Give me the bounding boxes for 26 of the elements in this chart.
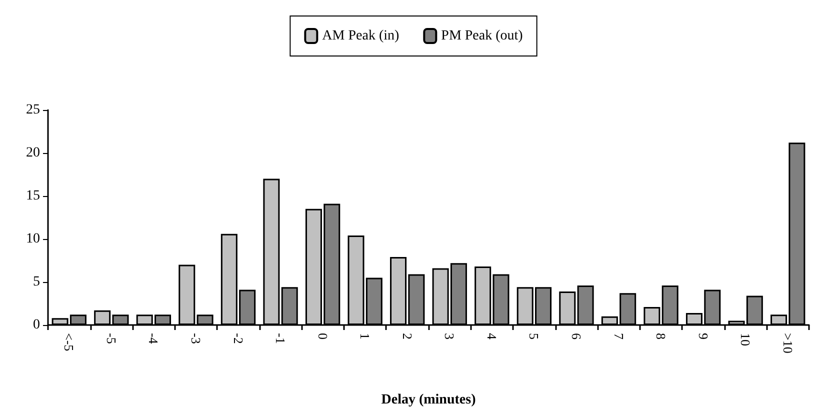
x-tick-label: 10 <box>738 333 754 346</box>
x-tick-label: 3 <box>442 333 458 340</box>
y-tick-label: 5 <box>33 274 40 290</box>
legend-label: PM Peak (out) <box>441 28 524 44</box>
x-tick-label: 6 <box>568 333 584 340</box>
x-tick-label: -1 <box>273 333 288 344</box>
x-tick-label: -5 <box>104 333 119 344</box>
y-tick-label: 15 <box>26 188 40 204</box>
x-tick-label: 5 <box>526 333 542 340</box>
y-tick-label: 20 <box>26 146 40 160</box>
x-tick-label: 0 <box>315 333 330 340</box>
x-tick-label: 2 <box>400 333 415 340</box>
x-tick-label: <-5 <box>62 333 77 352</box>
x-tick-label: >10 <box>780 333 796 354</box>
x-tick-label: 8 <box>654 333 669 340</box>
x-tick-label: -3 <box>188 333 204 344</box>
x-tick-label: 9 <box>696 333 711 340</box>
y-tick-label: 10 <box>26 232 40 246</box>
x-tick-label: 1 <box>358 333 373 340</box>
x-tick-label: -2 <box>230 333 246 344</box>
x-tick-label: 7 <box>611 333 626 340</box>
x-tick-label: 4 <box>484 333 500 340</box>
x-axis-title: Delay (minutes) <box>381 392 476 408</box>
legend-label: AM Peak (in) <box>322 28 400 44</box>
y-tick-label: 25 <box>26 102 40 118</box>
x-tick-label: -4 <box>146 333 162 344</box>
